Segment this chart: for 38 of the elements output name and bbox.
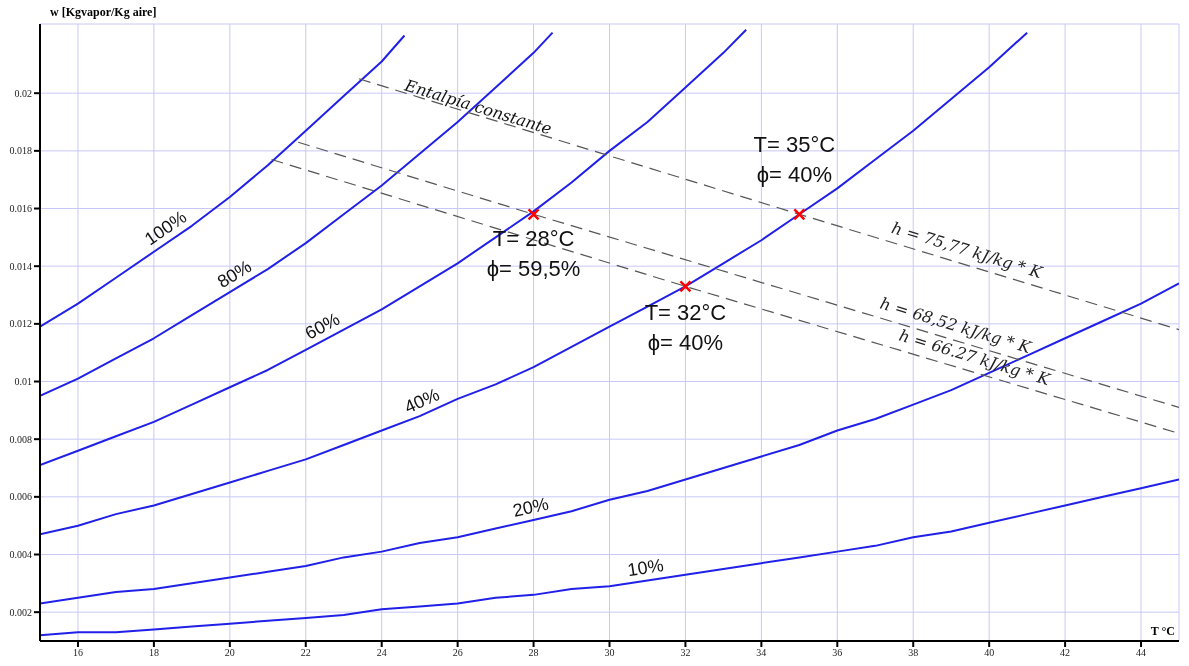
y-tick-label: 0.014 bbox=[9, 260, 32, 272]
text: h = 75,77 kJ/kg * K bbox=[889, 218, 1046, 283]
text: 60% bbox=[301, 308, 344, 344]
x-tick-label: 20 bbox=[224, 647, 235, 659]
text: 20% bbox=[510, 493, 551, 521]
y-tick-label: 0.008 bbox=[9, 433, 32, 445]
text: 10% bbox=[626, 555, 665, 581]
x-tick-label: 18 bbox=[148, 647, 159, 659]
x-tick-label: 36 bbox=[832, 647, 843, 659]
text: 80% bbox=[213, 256, 256, 293]
x-tick-label: 28 bbox=[528, 647, 539, 659]
y-axis-title: w [Kgvapor/Kg aire] bbox=[50, 5, 157, 19]
y-tick-label: 0.006 bbox=[9, 491, 32, 503]
y-tick-label: 0.016 bbox=[9, 203, 32, 215]
y-tick-label: 0.012 bbox=[9, 318, 32, 330]
x-tick-label: 42 bbox=[1060, 647, 1071, 659]
line-series bbox=[40, 28, 748, 467]
y-tick-label: 0.02 bbox=[14, 87, 32, 99]
x-tick-label: 44 bbox=[1136, 647, 1147, 659]
x-tick-label: 24 bbox=[376, 647, 387, 659]
x-tick-label: 38 bbox=[908, 647, 919, 659]
line-series bbox=[40, 478, 1179, 637]
y-tick-label: 0.01 bbox=[14, 376, 32, 388]
annotation: T= 35°C ϕ= 40% bbox=[753, 132, 836, 188]
x-axis-title: T °C bbox=[1150, 624, 1175, 638]
annotation: T= 32°C ϕ= 40% bbox=[644, 300, 727, 356]
x-tick-label: 34 bbox=[756, 647, 767, 659]
text: 40% bbox=[401, 384, 443, 418]
y-tick-label: 0.018 bbox=[9, 145, 32, 157]
x-tick-label: 22 bbox=[300, 647, 311, 659]
x-tick-label: 40 bbox=[984, 647, 995, 659]
x-tick-label: 30 bbox=[604, 647, 615, 659]
y-tick-label: 0.002 bbox=[9, 606, 32, 618]
x-tick-label: 32 bbox=[680, 647, 691, 659]
annotation: T= 28°C ϕ= 59,5% bbox=[486, 226, 581, 282]
y-tick-label: 0.004 bbox=[9, 549, 32, 561]
x-tick-label: 26 bbox=[452, 647, 463, 659]
x-tick-label: 16 bbox=[72, 647, 83, 659]
